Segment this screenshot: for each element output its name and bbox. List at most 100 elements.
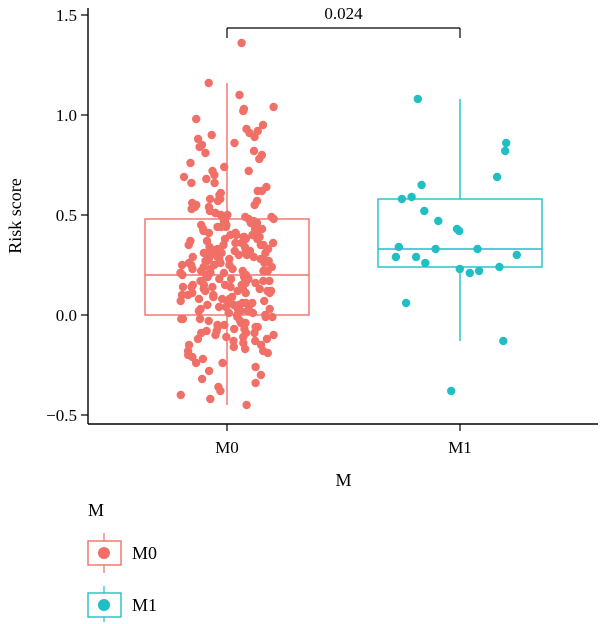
data-point-m0	[232, 230, 241, 240]
data-point-m0	[240, 344, 250, 354]
data-point-m0	[188, 352, 197, 362]
data-point-m0	[191, 358, 201, 368]
data-point-m0	[204, 316, 213, 326]
data-point-m0	[244, 166, 253, 176]
data-point-m0	[202, 256, 212, 266]
data-point-m0	[184, 340, 194, 350]
data-point-m0	[265, 288, 274, 298]
data-point-m0	[187, 178, 196, 188]
data-point-m0	[234, 250, 243, 260]
data-point-m0	[201, 286, 210, 296]
data-point-m0	[253, 234, 262, 244]
data-point-m1	[420, 206, 429, 216]
data-point-m0	[219, 268, 229, 278]
legend-key-m1-dot	[98, 599, 110, 611]
data-point-m0	[269, 330, 278, 340]
data-point-m0	[188, 198, 197, 208]
data-point-m0	[204, 366, 214, 376]
data-point-m0	[220, 162, 229, 172]
data-point-m1	[455, 226, 464, 236]
data-point-m0	[265, 276, 274, 286]
data-point-m0	[249, 252, 258, 262]
data-point-m0	[245, 246, 255, 256]
data-point-m0	[253, 322, 262, 332]
data-point-m0	[248, 308, 258, 318]
data-point-m0	[269, 214, 278, 224]
data-point-m0	[207, 130, 216, 140]
data-point-m0	[178, 282, 188, 292]
data-point-m0	[176, 390, 185, 400]
data-point-m0	[210, 178, 219, 188]
data-point-m0	[195, 142, 204, 152]
data-point-m0	[215, 274, 224, 284]
data-point-m0	[265, 304, 274, 314]
legend-item-m1: M1	[87, 586, 157, 622]
data-point-m1	[413, 94, 422, 104]
data-point-m0	[240, 232, 249, 242]
data-point-m0	[179, 172, 189, 182]
y-tick-label: 0.0	[56, 306, 77, 325]
data-point-m0	[258, 120, 268, 130]
data-point-m0	[259, 276, 268, 286]
x-tick-label: M1	[448, 438, 472, 457]
data-point-m0	[178, 314, 188, 324]
data-point-m0	[216, 188, 225, 198]
data-point-m0	[261, 248, 270, 258]
legend-title: M	[88, 500, 104, 520]
data-point-m0	[192, 114, 201, 124]
data-point-m0	[225, 254, 234, 264]
data-point-m0	[250, 224, 260, 234]
data-point-m0	[193, 134, 203, 144]
data-point-m0	[210, 260, 219, 270]
data-point-m1	[455, 264, 464, 274]
y-axis-title: Risk score	[5, 178, 25, 254]
x-axis-title: M	[335, 470, 351, 490]
data-point-m0	[255, 154, 264, 164]
data-point-m1	[495, 262, 504, 272]
data-point-m0	[198, 354, 208, 364]
data-point-m0	[202, 174, 211, 184]
data-point-m1	[473, 244, 482, 254]
data-point-m0	[231, 238, 240, 248]
data-point-m0	[204, 202, 214, 212]
data-point-m1	[465, 268, 474, 278]
data-point-m1	[431, 244, 440, 254]
data-point-m0	[213, 222, 222, 232]
legend-item-m0: M0	[87, 533, 157, 573]
data-point-m0	[230, 138, 239, 148]
data-point-m0	[248, 298, 257, 308]
data-point-m1	[434, 216, 443, 226]
data-point-m0	[216, 210, 225, 220]
data-point-m1	[492, 172, 502, 182]
data-point-m0	[204, 78, 213, 88]
points	[176, 38, 521, 410]
data-point-m0	[220, 320, 229, 330]
data-point-m0	[269, 102, 278, 112]
data-point-m1	[411, 252, 421, 262]
data-point-m0	[233, 304, 242, 314]
x-tick-label: M0	[215, 438, 239, 457]
data-point-m0	[226, 282, 235, 292]
y-tick-label: −0.5	[46, 406, 77, 425]
data-point-m0	[206, 394, 215, 404]
data-point-m1	[447, 386, 456, 396]
data-point-m0	[222, 332, 231, 342]
data-point-m0	[229, 336, 238, 346]
data-point-m0	[251, 336, 260, 346]
data-point-m1	[474, 266, 484, 276]
data-point-m0	[196, 266, 206, 276]
data-point-m1	[397, 194, 407, 204]
data-point-m0	[267, 262, 276, 272]
data-point-m0	[219, 240, 228, 250]
data-point-m1	[421, 258, 430, 268]
data-point-m0	[218, 358, 227, 368]
data-point-m1	[512, 250, 521, 260]
data-point-m0	[251, 378, 260, 388]
data-point-m0	[255, 284, 264, 294]
y-tick-label: 0.5	[56, 206, 77, 225]
data-point-m0	[256, 370, 266, 380]
data-point-m0	[206, 268, 215, 278]
data-point-m0	[216, 386, 225, 396]
data-point-m0	[259, 240, 268, 250]
data-point-m1	[407, 192, 416, 202]
